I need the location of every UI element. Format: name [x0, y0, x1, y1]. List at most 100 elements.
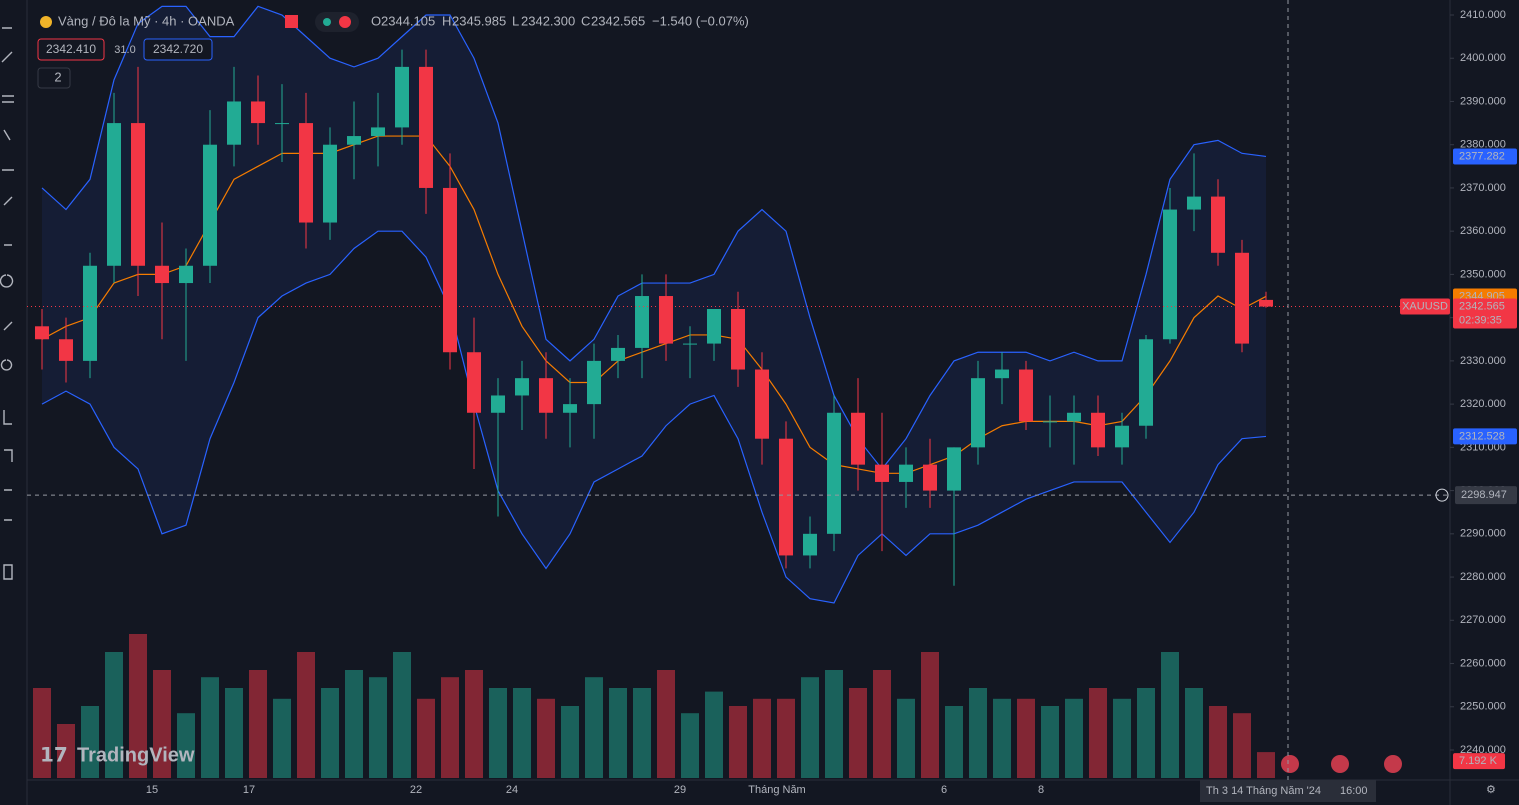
volume-bar	[369, 677, 387, 778]
volume-bar	[753, 698, 771, 778]
y-tick-label: 2250.000	[1460, 701, 1506, 713]
volume-bar	[33, 688, 51, 778]
candle-body	[491, 395, 505, 413]
candle-body	[371, 127, 385, 137]
x-tick-label: 17	[243, 784, 255, 796]
x-tick-label: 15	[146, 784, 158, 796]
volume-bar	[1089, 688, 1107, 778]
x-tick-label: Tháng Năm	[748, 784, 805, 796]
volume-bar	[345, 670, 363, 778]
x-tick-label: 24	[506, 784, 518, 796]
volume-bar	[945, 706, 963, 778]
bollinger-middle	[41, 135, 1267, 474]
candle-body	[947, 447, 961, 491]
toolbar[interactable]	[0, 27, 14, 580]
volume-bar	[1065, 698, 1083, 778]
candle-body	[707, 309, 721, 344]
volume-bar	[489, 688, 507, 778]
candle-body	[467, 352, 481, 413]
crosshair-price: 2298.947	[1461, 489, 1507, 501]
symbol-box	[1400, 298, 1450, 315]
status-dot	[339, 16, 351, 28]
volume-bar	[273, 698, 291, 778]
y-tick-label: 2380.000	[1460, 139, 1506, 151]
y-tick-label: 2410.000	[1460, 9, 1506, 21]
y-tick-label: 2400.000	[1460, 52, 1506, 64]
status-dot	[323, 18, 331, 26]
bid-box[interactable]	[37, 38, 105, 61]
y-tick-label: 2370.000	[1460, 182, 1506, 194]
spread: 31.0	[114, 44, 135, 56]
volume-bar	[993, 698, 1011, 778]
volume-bar	[825, 670, 843, 778]
candle-body	[899, 464, 913, 482]
h-label: H	[442, 13, 451, 28]
x-tick-label: 8	[1038, 784, 1044, 796]
o-value: 2344.105	[381, 13, 435, 28]
candle-body	[35, 326, 49, 340]
y-tick-label: 2240.000	[1460, 744, 1506, 756]
candle-body	[1259, 299, 1273, 307]
symbol: XAUUSD	[1402, 300, 1448, 312]
last-price-box	[1453, 298, 1517, 329]
volume-bar	[1209, 706, 1227, 778]
candle-body	[1043, 421, 1057, 423]
volume-bar	[969, 688, 987, 778]
candle-body	[563, 404, 577, 413]
settings-icon[interactable]: ⚙	[1486, 784, 1496, 796]
countdown: 02:39:35	[1459, 314, 1502, 326]
candle-body	[1163, 209, 1177, 340]
bid: 2342.410	[46, 42, 96, 56]
volume-bar	[513, 688, 531, 778]
candle-body	[59, 339, 73, 361]
y-tick-label: 2280.000	[1460, 571, 1506, 583]
candle-body	[1235, 252, 1249, 344]
y-tick-label: 2260.000	[1460, 657, 1506, 669]
add-alert[interactable]	[1435, 488, 1449, 502]
flag[interactable]	[285, 15, 298, 28]
volume-bar	[249, 670, 267, 778]
y-tick-label: 2360.000	[1460, 225, 1506, 237]
indicators-toggle[interactable]	[37, 67, 71, 89]
status[interactable]	[315, 12, 359, 32]
volume-bar	[561, 706, 579, 778]
volume-bar	[801, 677, 819, 778]
volume-bar	[297, 652, 315, 778]
ask-box[interactable]	[143, 38, 213, 61]
volume-bar	[1185, 688, 1203, 778]
bollinger-lower	[41, 230, 1267, 604]
symbol-title: Vàng / Đô la Mỹ · 4h · OANDA	[58, 13, 235, 28]
event-flags[interactable]	[1281, 755, 1402, 773]
o-label: O	[371, 13, 381, 28]
volume-bar	[777, 698, 795, 778]
volume-bar	[705, 691, 723, 778]
volume-bar	[1017, 698, 1035, 778]
volume-bar	[177, 713, 195, 778]
candle-body	[659, 296, 673, 344]
volume-bar	[153, 670, 171, 778]
x-tick-label: 22	[410, 784, 422, 796]
bollinger-upper	[41, 5, 1267, 470]
upper-band-label: 2377.282	[1459, 150, 1505, 162]
volume-bar	[201, 677, 219, 778]
candle-body	[1187, 196, 1201, 210]
lower-band-label: 2312.528	[1459, 430, 1505, 442]
x-tick-label: 29	[674, 784, 686, 796]
candle-body	[803, 533, 817, 556]
volume-bar	[57, 724, 75, 778]
candle-body	[395, 66, 409, 128]
y-tick-label: 2330.000	[1460, 355, 1506, 367]
candle-body	[347, 136, 361, 145]
candle-body	[587, 360, 601, 405]
candle-body	[155, 265, 169, 284]
candle-body	[1019, 369, 1033, 422]
candle-body	[299, 123, 313, 223]
candle-body	[419, 66, 433, 188]
cursor-date: Th 3 14 Tháng Năm '24	[1206, 785, 1321, 797]
volume-bar	[921, 652, 939, 778]
upper-band-label-box	[1453, 148, 1517, 165]
h-value: 2345.985	[452, 13, 506, 28]
y-tick-label: 2290.000	[1460, 528, 1506, 540]
